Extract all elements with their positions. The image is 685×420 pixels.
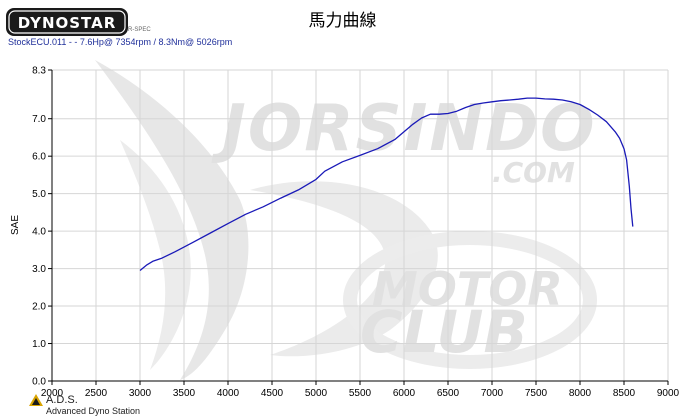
x-tick-label: 9000 (657, 388, 680, 399)
watermark-swoosh-shape (250, 181, 438, 357)
ads-logo-icon (29, 394, 43, 406)
watermark-wing-shape (95, 60, 249, 380)
y-tick-label: 7.0 (32, 114, 46, 125)
series-layer (139, 97, 634, 272)
x-tick-label: 6000 (393, 388, 416, 399)
y-tick-label: 5.0 (32, 189, 46, 200)
y-tick-label: 4.0 (32, 227, 46, 238)
axes (48, 69, 669, 385)
x-tick-label: 3000 (129, 388, 152, 399)
logo-subtext: R-SPEC (128, 27, 151, 33)
watermark-club-text: CLUB (360, 298, 528, 366)
x-tick-label: 7000 (481, 388, 504, 399)
y-tick-label: 1.0 (32, 339, 46, 350)
run-info-text: StockECU.011 - - 7.6Hp@ 7354rpm / 8.3Nm@… (8, 37, 233, 47)
x-tick-label: 8000 (569, 388, 592, 399)
y-tick-label: 8.3 (32, 66, 46, 77)
dynostar-logo: DYNOSTAR (6, 8, 128, 36)
logo-text: DYNOSTAR (18, 14, 117, 32)
x-tick-label: 2500 (85, 388, 108, 399)
series-line-power (139, 97, 634, 272)
ads-subtitle: Advanced Dyno Station (46, 406, 141, 416)
x-tick-label: 3500 (173, 388, 196, 399)
watermark-main-text: JORSINDO (211, 92, 597, 166)
watermark: JORSINDO .COM MOTOR CLUB (95, 60, 597, 380)
chart-title: 馬力曲線 (308, 11, 377, 31)
y-tick-label: 2.0 (32, 302, 46, 313)
y-tick-label: 0.0 (32, 377, 46, 388)
watermark-domain-text: .COM (492, 156, 575, 189)
tick-labels: 2000 2500 3000 3500 4000 4500 5000 5500 6000 6500… (32, 66, 679, 400)
y-tick-label: 6.0 (32, 152, 46, 163)
y-tick-label: 3.0 (32, 264, 46, 275)
x-tick-label: 5000 (305, 388, 328, 399)
y-axis-label: SAE (10, 215, 21, 235)
x-tick-label: 2000 (41, 388, 64, 399)
watermark-ring-shape (343, 231, 597, 369)
ads-title: A.D.S. (46, 394, 78, 406)
x-tick-label: 6500 (437, 388, 460, 399)
x-tick-label: 5500 (349, 388, 372, 399)
x-tick-label: 4500 (261, 388, 284, 399)
watermark-wing-shape (120, 140, 191, 370)
x-tick-label: 4000 (217, 388, 240, 399)
x-tick-label: 7500 (525, 388, 548, 399)
x-tick-label: 8500 (613, 388, 636, 399)
